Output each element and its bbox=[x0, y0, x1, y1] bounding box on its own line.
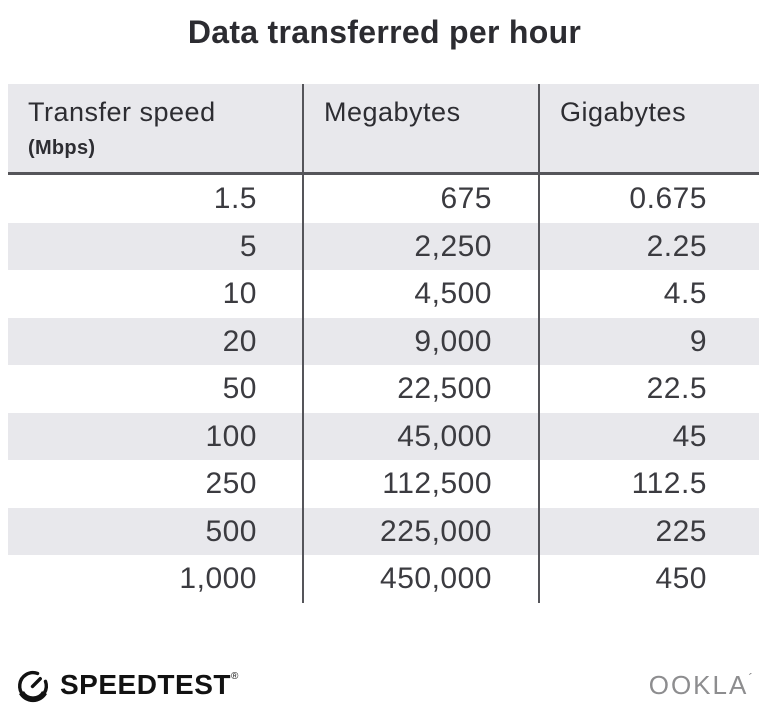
cell-gigabytes: 4.5 bbox=[538, 270, 759, 318]
table-row: 100 45,000 45 bbox=[8, 412, 759, 460]
speedtest-logo: SPEEDTEST® bbox=[14, 666, 239, 704]
column-header-transfer-speed: Transfer speed (Mbps) bbox=[8, 84, 302, 172]
ookla-wordmark: OOKLA´ bbox=[649, 670, 753, 701]
table-row: 5 2,250 2.25 bbox=[8, 222, 759, 270]
cell-gigabytes: 450 bbox=[538, 555, 759, 603]
table-row: 1.5 675 0.675 bbox=[8, 175, 759, 223]
cell-megabytes: 450,000 bbox=[302, 555, 538, 603]
cell-megabytes: 2,250 bbox=[302, 222, 538, 270]
column-header-label: Gigabytes bbox=[560, 97, 687, 127]
page-title: Data transferred per hour bbox=[187, 14, 582, 50]
table-row: 10 4,500 4.5 bbox=[8, 270, 759, 318]
cell-megabytes: 45,000 bbox=[302, 412, 538, 460]
cell-transfer-speed: 10 bbox=[222, 277, 257, 310]
footer: SPEEDTEST® OOKLA´ bbox=[0, 666, 769, 704]
cell-megabytes: 9,000 bbox=[302, 317, 538, 365]
cell-megabytes: 225,000 bbox=[302, 507, 538, 555]
cell-gigabytes: 22.5 bbox=[538, 365, 759, 413]
cell-transfer-speed: 100 bbox=[205, 419, 257, 453]
cell-transfer-speed: 500 bbox=[205, 514, 257, 548]
cell-transfer-speed: 5 bbox=[239, 229, 257, 263]
speedtest-label: SPEEDTEST bbox=[60, 669, 231, 700]
cell-gigabytes: 225 bbox=[538, 507, 759, 555]
cell-transfer-speed: 20 bbox=[222, 324, 257, 358]
cell-megabytes: 675 bbox=[302, 175, 538, 223]
column-header-megabytes: Megabytes bbox=[302, 84, 538, 172]
column-header-label: Transfer speed bbox=[28, 97, 216, 127]
ookla-trademark-mark: ´ bbox=[748, 669, 753, 686]
cell-transfer-speed: 50 bbox=[222, 372, 257, 405]
cell-transfer-speed: 1.5 bbox=[213, 182, 257, 215]
speedtest-wordmark: SPEEDTEST® bbox=[60, 669, 239, 701]
table-row: 500 225,000 225 bbox=[8, 507, 759, 555]
table-header-row: Transfer speed (Mbps) Megabytes Gigabyte… bbox=[8, 84, 759, 175]
table-row: 20 9,000 9 bbox=[8, 317, 759, 365]
cell-megabytes: 4,500 bbox=[302, 270, 538, 318]
cell-megabytes: 22,500 bbox=[302, 365, 538, 413]
cell-megabytes: 112,500 bbox=[302, 460, 538, 508]
column-header-unit: (Mbps) bbox=[28, 137, 96, 159]
registered-mark: ® bbox=[230, 671, 239, 682]
cell-gigabytes: 2.25 bbox=[538, 222, 759, 270]
data-table: Transfer speed (Mbps) Megabytes Gigabyte… bbox=[8, 84, 759, 603]
table-row: 1,000 450,000 450 bbox=[8, 555, 759, 603]
cell-gigabytes: 0.675 bbox=[538, 175, 759, 223]
cell-transfer-speed: 1,000 bbox=[179, 562, 257, 595]
cell-transfer-speed: 250 bbox=[205, 467, 257, 500]
ookla-label: OOKLA bbox=[648, 669, 749, 700]
cell-gigabytes: 112.5 bbox=[538, 460, 759, 508]
table-row: 50 22,500 22.5 bbox=[8, 365, 759, 413]
column-header-label: Megabytes bbox=[324, 97, 461, 127]
speedtest-gauge-icon bbox=[14, 666, 52, 704]
cell-gigabytes: 9 bbox=[538, 317, 759, 365]
table-row: 250 112,500 112.5 bbox=[8, 460, 759, 508]
cell-gigabytes: 45 bbox=[538, 412, 759, 460]
column-header-gigabytes: Gigabytes bbox=[538, 84, 759, 172]
